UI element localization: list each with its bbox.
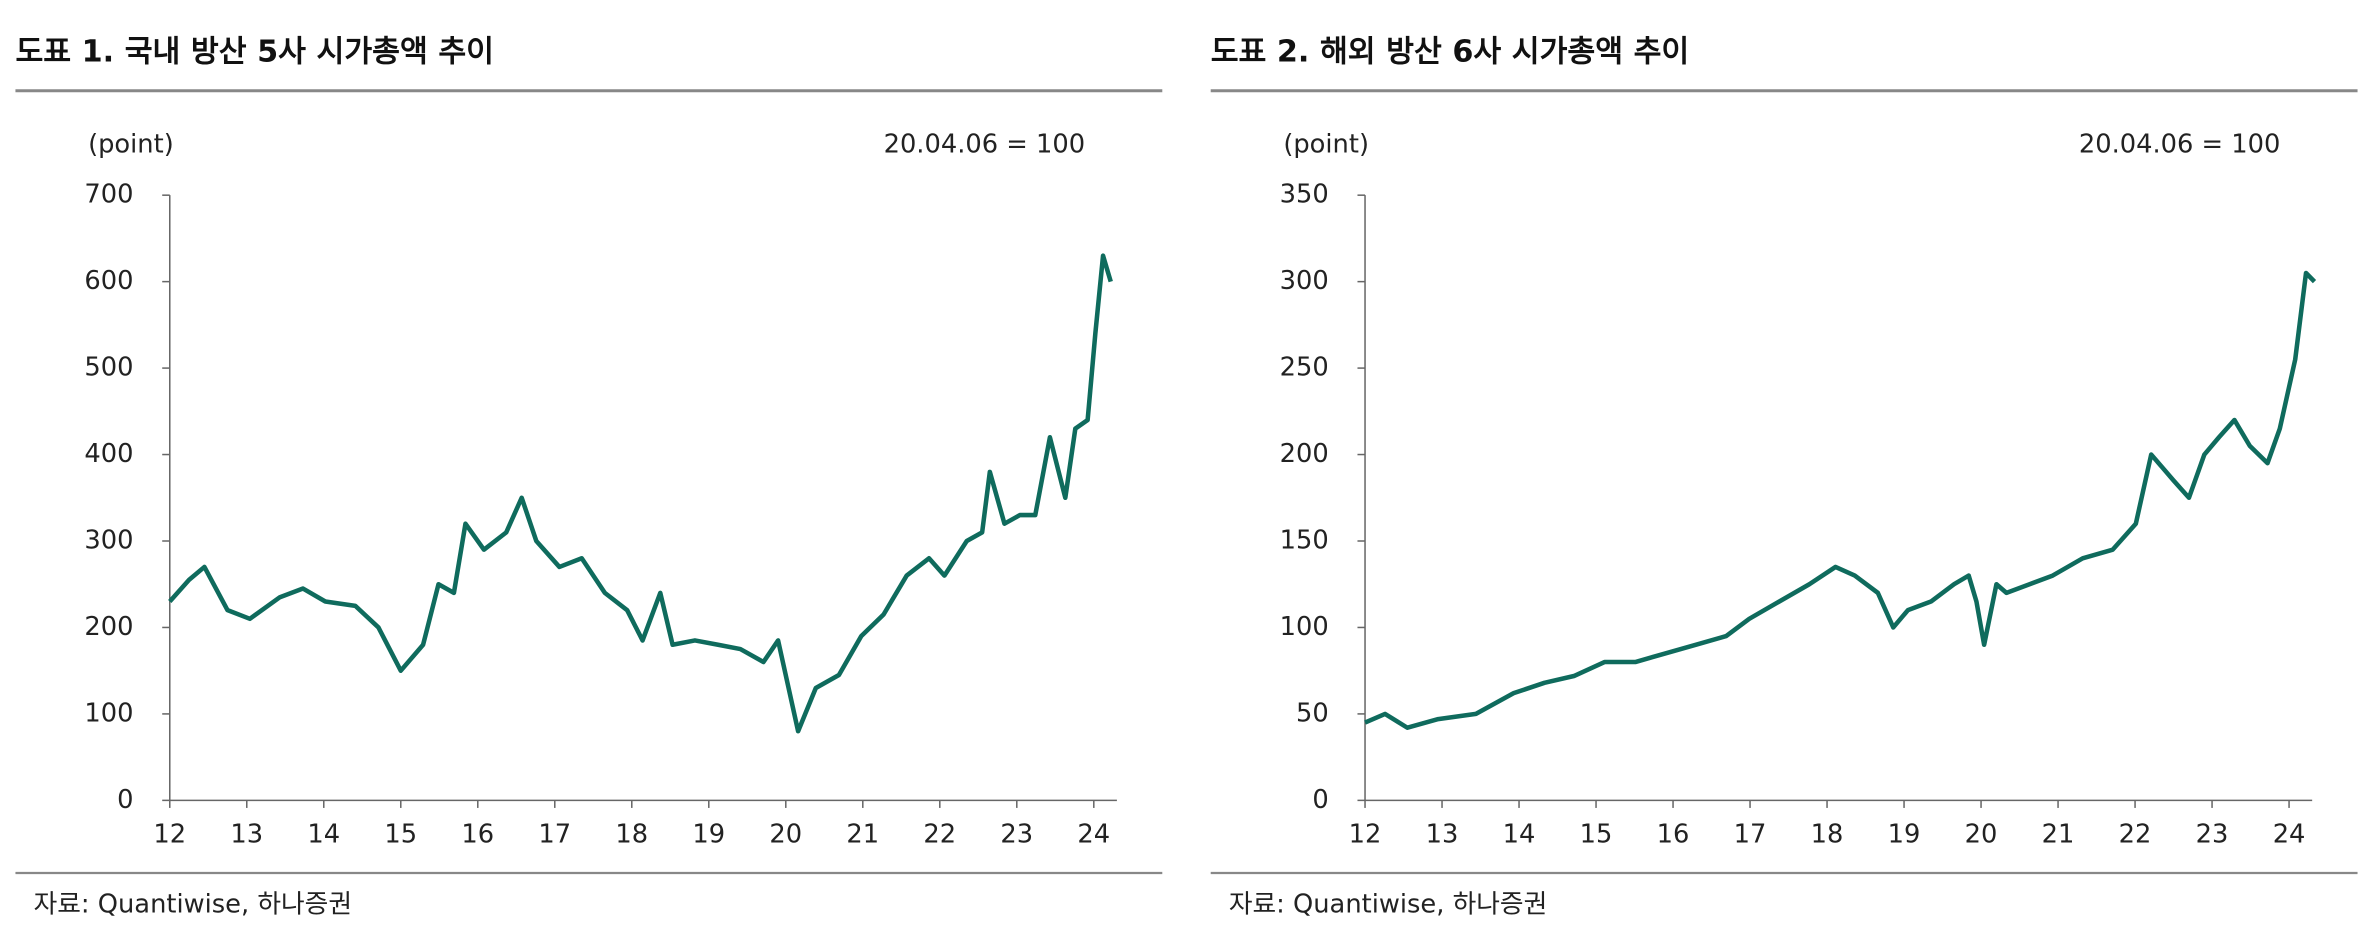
chart-title: 도표 2. 해외 방산 6사 시가총액 추이 <box>1211 34 1690 69</box>
annotation: 20.04.06 = 100 <box>884 130 1086 160</box>
x-tick-label: 21 <box>2042 820 2075 850</box>
x-tick-label: 13 <box>1426 820 1459 850</box>
source: 자료: Quantiwise, 하나증권 <box>34 889 352 919</box>
y-tick-label: 200 <box>1280 439 1329 469</box>
y-axis-label: (point) <box>88 130 174 160</box>
x-tick-label: 18 <box>1811 820 1844 850</box>
y-tick-label: 200 <box>84 612 133 642</box>
x-tick-label: 19 <box>692 820 725 850</box>
y-tick-label: 600 <box>84 266 133 296</box>
y-axis-label: (point) <box>1283 130 1369 160</box>
y-tick-label: 0 <box>117 785 133 815</box>
x-tick-label: 13 <box>230 820 263 850</box>
x-tick-label: 22 <box>923 820 956 850</box>
data-line <box>168 253 1113 734</box>
x-tick-label: 17 <box>1734 820 1767 850</box>
chart-title: 도표 1. 국내 방산 5사 시가총액 추이 <box>15 34 494 69</box>
y-tick-label: 300 <box>84 526 133 556</box>
y-tick-label: 100 <box>1280 612 1329 642</box>
y-tick-label: 50 <box>1296 698 1329 728</box>
x-tick-label: 15 <box>384 820 417 850</box>
y-tick-label: 150 <box>1280 526 1329 556</box>
x-tick-label: 23 <box>2196 820 2229 850</box>
data-line <box>1364 270 2317 731</box>
x-tick-label: 21 <box>846 820 879 850</box>
x-tick-label: 19 <box>1888 820 1921 850</box>
y-tick-label: 500 <box>84 353 133 383</box>
x-tick-label: 16 <box>1657 820 1690 850</box>
x-tick-label: 16 <box>461 820 494 850</box>
x-tick-label: 12 <box>1349 820 1382 850</box>
y-tick-label: 350 <box>1280 180 1329 210</box>
y-tick-label: 700 <box>84 180 133 210</box>
x-tick-label: 20 <box>769 820 802 850</box>
x-tick-label: 24 <box>2273 820 2306 850</box>
x-tick-label: 23 <box>1000 820 1033 850</box>
x-tick-label: 14 <box>307 820 340 850</box>
x-tick-label: 14 <box>1503 820 1536 850</box>
y-tick-label: 250 <box>1280 353 1329 383</box>
x-tick-label: 24 <box>1077 820 1110 850</box>
x-tick-label: 17 <box>538 820 571 850</box>
y-tick-label: 100 <box>84 698 133 728</box>
source: 자료: Quantiwise, 하나증권 <box>1229 889 1547 919</box>
annotation: 20.04.06 = 100 <box>2079 130 2281 160</box>
y-tick-label: 400 <box>84 439 133 469</box>
y-tick-label: 300 <box>1280 266 1329 296</box>
x-tick-label: 20 <box>1965 820 1998 850</box>
x-tick-label: 18 <box>615 820 648 850</box>
x-tick-label: 22 <box>2119 820 2152 850</box>
x-tick-label: 12 <box>153 820 186 850</box>
x-tick-label: 15 <box>1580 820 1613 850</box>
y-tick-label: 0 <box>1312 785 1328 815</box>
